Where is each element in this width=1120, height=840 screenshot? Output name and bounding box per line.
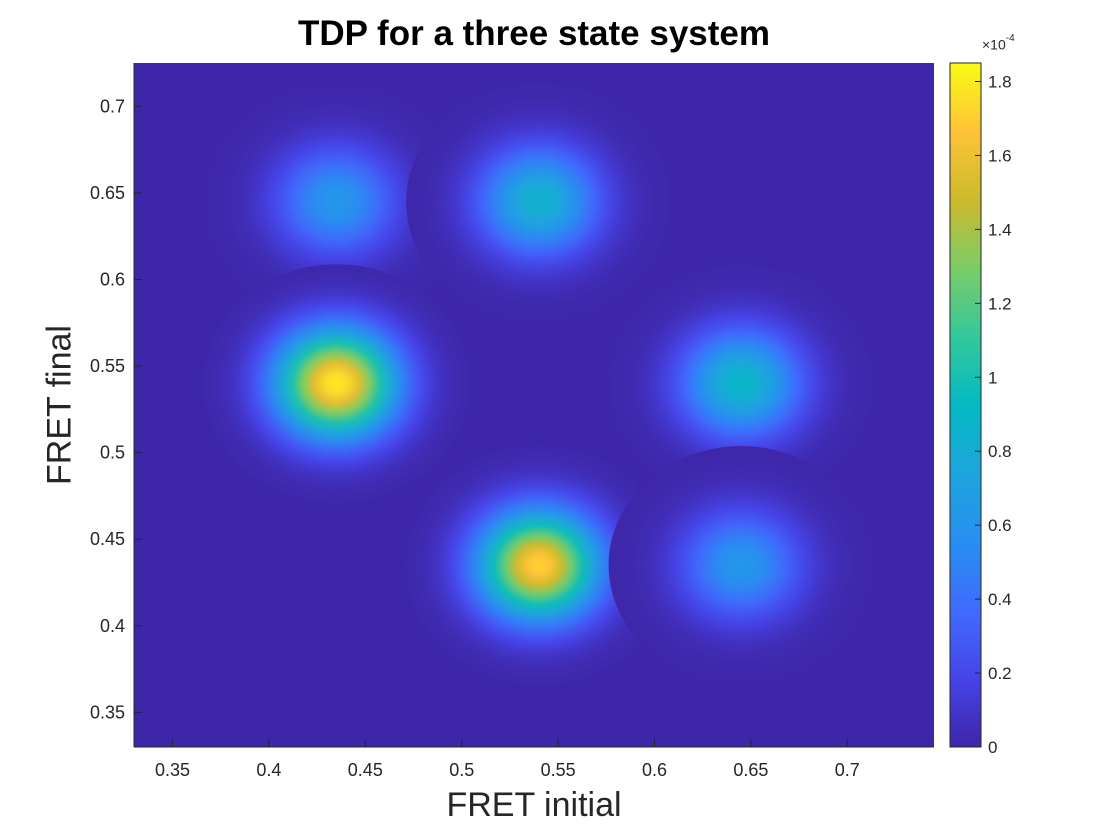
colorbar-exponent: ×10-4 — [982, 33, 1015, 53]
heatmap-peak — [203, 82, 470, 321]
y-tick-label: 0.4 — [100, 616, 125, 636]
heatmap-peak — [608, 264, 874, 503]
colorbar-tick-label: 0.8 — [988, 442, 1012, 461]
x-tick-label: 0.55 — [541, 760, 576, 780]
y-tick-label: 0.45 — [90, 529, 125, 549]
y-tick-label: 0.6 — [100, 269, 125, 289]
y-tick-label: 0.55 — [90, 356, 125, 376]
x-tick-label: 0.7 — [835, 760, 860, 780]
x-axis-label: FRET initial — [446, 786, 622, 824]
colorbar-tick-label: 1 — [988, 368, 997, 387]
chart-title: TDP for a three state system — [297, 14, 771, 53]
y-tick-label: 0.5 — [100, 443, 125, 463]
colorbar — [949, 62, 982, 748]
heatmap-peak — [406, 82, 672, 321]
x-tick-label: 0.5 — [449, 760, 474, 780]
colorbar-tick-label: 1.4 — [988, 220, 1012, 239]
colorbar-tick-label: 1.6 — [988, 146, 1012, 165]
heatmap-peak — [406, 446, 672, 685]
colorbar-tick-label: 1.2 — [988, 294, 1012, 313]
heatmap-peak — [608, 446, 874, 685]
colorbar-exponent-base: ×10 — [982, 36, 1006, 53]
colorbar-tick-label: 0.4 — [988, 590, 1012, 609]
heatmap-peak — [203, 264, 470, 503]
colorbar-tick-label: 0.6 — [988, 516, 1012, 535]
x-tick-label: 0.35 — [155, 760, 190, 780]
colorbar-tick-label: 1.8 — [988, 72, 1012, 91]
y-tick-label: 0.65 — [90, 183, 125, 203]
x-tick-label: 0.6 — [642, 760, 667, 780]
x-tick-label: 0.45 — [348, 760, 383, 780]
y-tick-label: 0.7 — [100, 96, 125, 116]
y-tick-label: 0.35 — [90, 702, 125, 722]
colorbar-tick-label: 0.2 — [988, 664, 1012, 683]
colorbar-exponent-power: -4 — [1005, 33, 1015, 44]
x-tick-label: 0.4 — [256, 760, 281, 780]
colorbar-tick-label: 0 — [988, 738, 997, 757]
x-tick-label: 0.65 — [733, 760, 768, 780]
